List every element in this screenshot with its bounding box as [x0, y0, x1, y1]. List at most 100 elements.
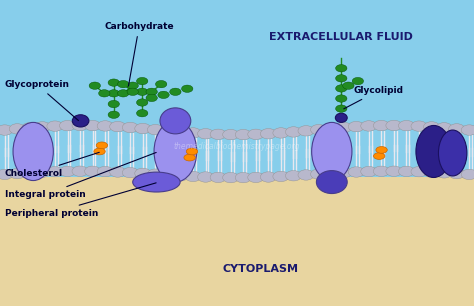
Circle shape — [386, 120, 402, 131]
Circle shape — [336, 105, 347, 112]
Circle shape — [273, 128, 289, 138]
Circle shape — [22, 168, 38, 178]
Circle shape — [118, 80, 129, 88]
Circle shape — [260, 129, 276, 139]
Circle shape — [210, 129, 226, 140]
Circle shape — [424, 167, 440, 177]
Circle shape — [72, 120, 88, 131]
Text: themedicalbiochemistrypage.org: themedicalbiochemistrypage.org — [174, 142, 300, 151]
Circle shape — [127, 88, 138, 95]
Circle shape — [173, 170, 189, 181]
Circle shape — [160, 170, 176, 180]
Ellipse shape — [133, 172, 180, 192]
Circle shape — [109, 121, 126, 132]
Circle shape — [323, 123, 339, 134]
Text: Peripheral protein: Peripheral protein — [5, 183, 156, 218]
Text: EXTRACELLULAR FLUID: EXTRACELLULAR FLUID — [269, 32, 413, 42]
Text: Glycoprotein: Glycoprotein — [5, 80, 79, 121]
Circle shape — [323, 168, 339, 179]
Circle shape — [185, 128, 201, 138]
Circle shape — [285, 127, 301, 137]
Text: Cholesterol: Cholesterol — [5, 152, 99, 178]
Circle shape — [97, 166, 113, 177]
Circle shape — [147, 169, 164, 179]
Circle shape — [109, 167, 126, 177]
Circle shape — [223, 129, 239, 140]
Ellipse shape — [94, 148, 105, 155]
Circle shape — [336, 65, 347, 72]
Ellipse shape — [160, 108, 191, 134]
Circle shape — [137, 99, 148, 106]
Ellipse shape — [416, 125, 451, 177]
Circle shape — [185, 171, 201, 182]
Ellipse shape — [96, 142, 108, 149]
Ellipse shape — [335, 113, 347, 122]
Ellipse shape — [311, 122, 352, 181]
Text: Glycolipid: Glycolipid — [344, 86, 403, 109]
Circle shape — [411, 121, 427, 131]
Circle shape — [99, 90, 110, 97]
Circle shape — [22, 123, 38, 133]
Circle shape — [343, 82, 354, 89]
Circle shape — [198, 172, 214, 182]
Ellipse shape — [13, 122, 54, 181]
Circle shape — [137, 88, 148, 95]
Circle shape — [361, 121, 377, 131]
Circle shape — [310, 169, 327, 179]
Ellipse shape — [316, 171, 347, 194]
Circle shape — [34, 167, 50, 177]
Circle shape — [108, 100, 119, 108]
Circle shape — [336, 95, 347, 102]
Circle shape — [89, 82, 100, 89]
Circle shape — [260, 172, 276, 182]
Circle shape — [336, 167, 352, 178]
Circle shape — [424, 122, 440, 132]
Ellipse shape — [72, 115, 89, 127]
Circle shape — [118, 90, 129, 97]
Circle shape — [386, 166, 402, 177]
Circle shape — [182, 85, 193, 92]
Circle shape — [273, 171, 289, 182]
Circle shape — [198, 129, 214, 139]
Circle shape — [108, 90, 119, 97]
Circle shape — [399, 166, 415, 177]
Circle shape — [155, 80, 167, 88]
Circle shape — [336, 85, 347, 92]
Circle shape — [235, 129, 251, 140]
Circle shape — [0, 169, 13, 180]
Text: Integral protein: Integral protein — [5, 152, 156, 200]
Circle shape — [374, 120, 390, 131]
Circle shape — [47, 121, 63, 131]
Circle shape — [108, 111, 119, 118]
Circle shape — [235, 172, 251, 183]
Circle shape — [97, 121, 113, 131]
Circle shape — [223, 172, 239, 183]
Circle shape — [310, 125, 327, 135]
Circle shape — [173, 127, 189, 137]
Ellipse shape — [184, 154, 195, 161]
Circle shape — [127, 82, 138, 89]
Ellipse shape — [438, 130, 467, 176]
Circle shape — [84, 166, 100, 177]
Circle shape — [160, 126, 176, 136]
Circle shape — [122, 122, 138, 133]
Circle shape — [336, 75, 347, 82]
Circle shape — [461, 169, 474, 180]
Circle shape — [348, 121, 365, 132]
Circle shape — [361, 166, 377, 177]
Circle shape — [461, 125, 474, 135]
Circle shape — [9, 168, 25, 179]
Circle shape — [135, 168, 151, 179]
Text: CYTOPLASM: CYTOPLASM — [223, 264, 299, 274]
Circle shape — [9, 124, 25, 134]
Circle shape — [34, 122, 50, 132]
Circle shape — [248, 129, 264, 140]
Ellipse shape — [374, 153, 385, 159]
Circle shape — [210, 172, 226, 183]
Circle shape — [122, 167, 138, 178]
Circle shape — [47, 166, 63, 177]
Ellipse shape — [186, 148, 198, 155]
Bar — [0, 0, 474, 177]
Circle shape — [170, 88, 181, 95]
Circle shape — [374, 166, 390, 177]
